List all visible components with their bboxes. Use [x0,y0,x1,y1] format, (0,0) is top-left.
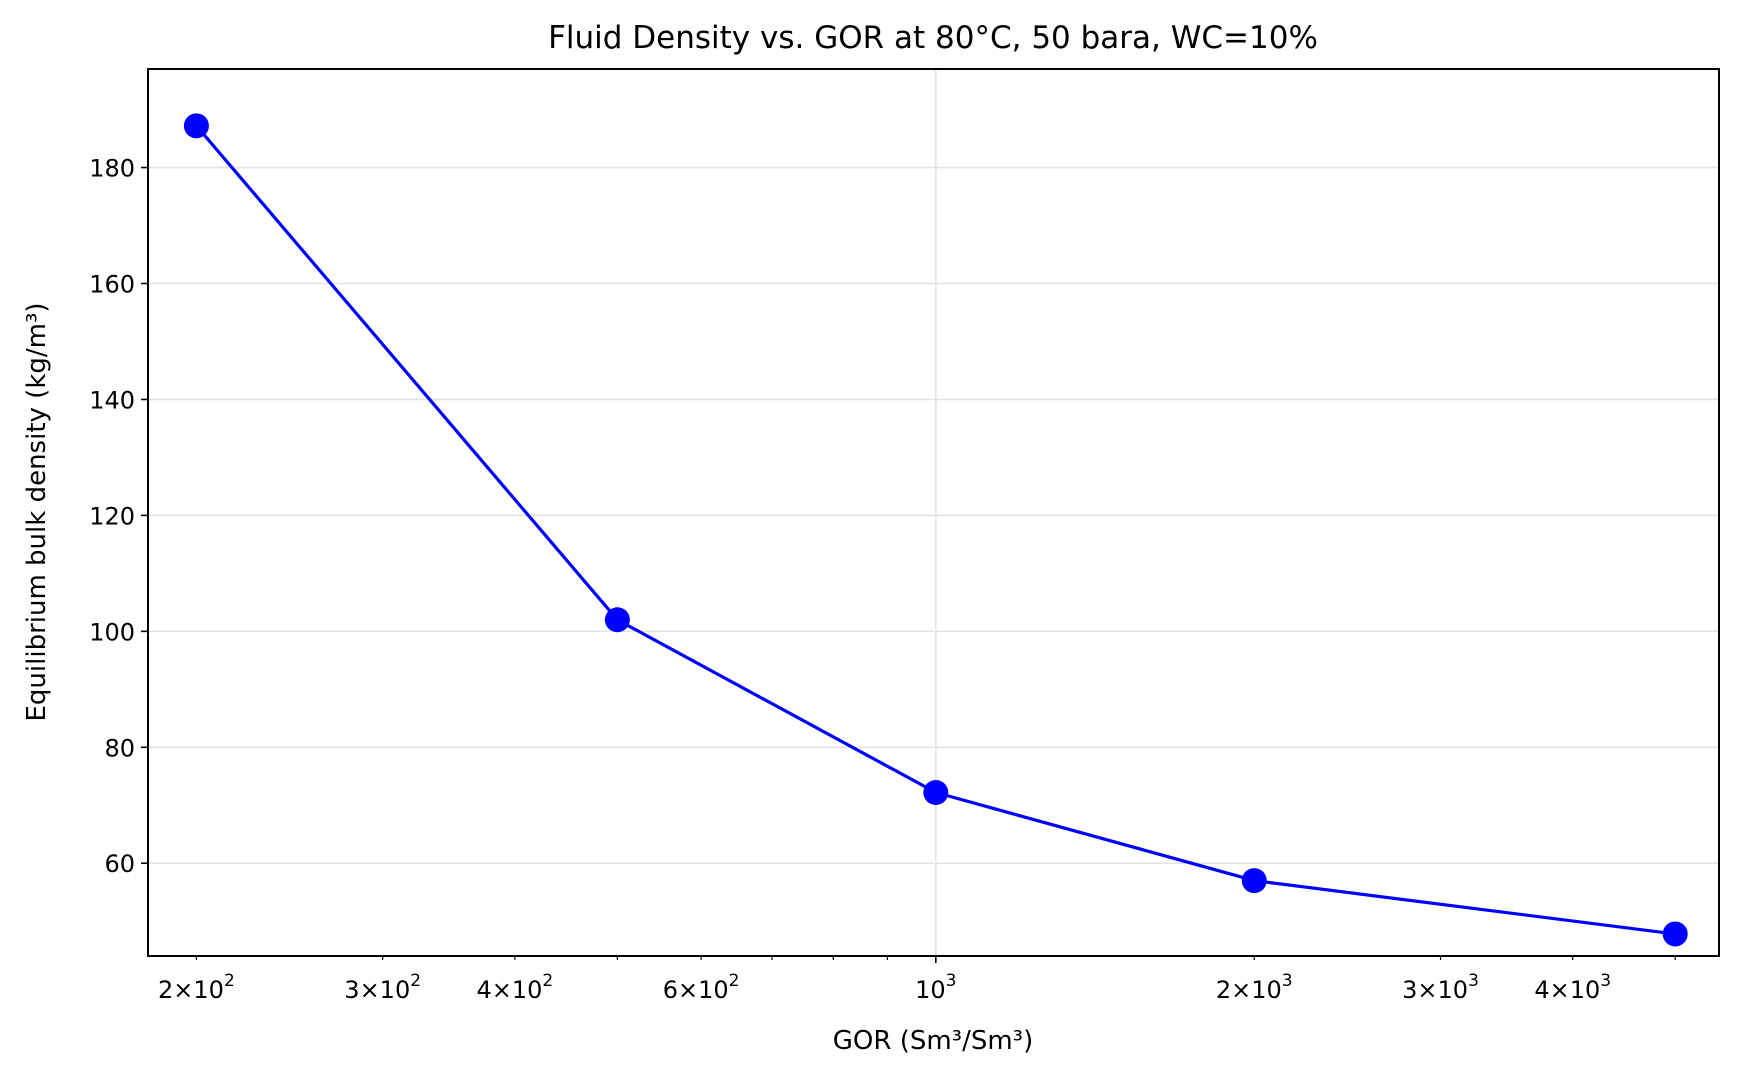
data-series [183,113,1688,947]
grid-lines [148,69,1719,956]
x-axis-label: GOR (Sm³/Sm³) [833,1026,1034,1056]
data-point-marker [183,113,209,139]
axis-ticks: 60 80 100 120 140 160 180 103 2×102 3×102 4×102 6×1… [89,155,1676,1004]
x-tick-label: 103 [915,971,956,1004]
data-point-marker [604,607,630,633]
plot-area-frame [147,68,1720,957]
y-tick-label: 180 [89,155,135,183]
x-tick-label: 6×102 [663,971,740,1004]
y-tick-label: 160 [89,271,135,299]
y-tick-label: 140 [89,386,135,414]
chart-title: Fluid Density vs. GOR at 80°C, 50 bara, … [548,20,1318,56]
y-axis-label: Equilibrium bulk density (kg/m³) [22,302,52,721]
x-tick-label: 2×103 [1216,971,1293,1004]
x-tick-label: 4×102 [476,971,553,1004]
data-point-marker [1662,921,1688,947]
y-tick-label: 100 [89,618,135,646]
data-point-marker [1241,868,1267,894]
x-tick-label: 2×102 [158,971,235,1004]
y-tick-label: 60 [104,850,135,878]
x-tick-label: 4×103 [1534,971,1611,1004]
data-point-marker [923,780,949,806]
y-tick-label: 80 [104,734,135,762]
x-tick-label: 3×102 [344,971,421,1004]
y-tick-label: 120 [89,502,135,530]
x-tick-label: 3×103 [1402,971,1479,1004]
